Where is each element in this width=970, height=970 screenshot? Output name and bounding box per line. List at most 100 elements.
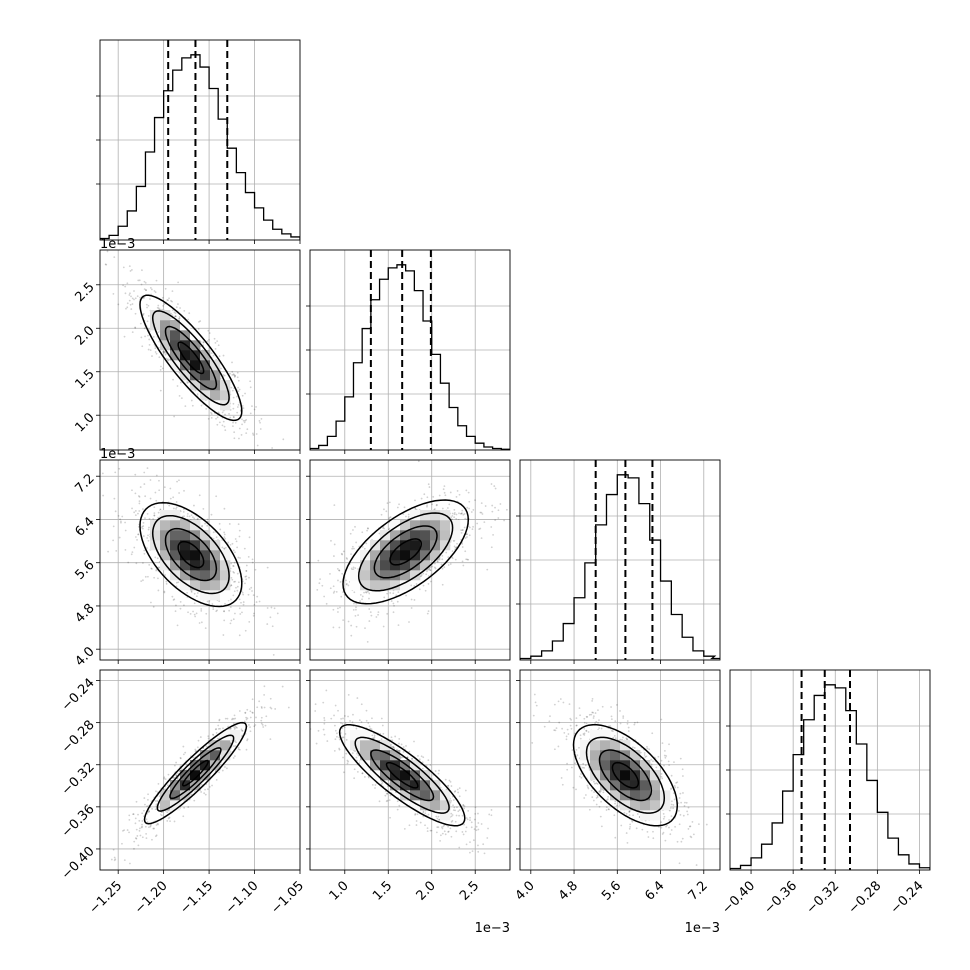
scatter-point — [462, 804, 465, 807]
scatter-point — [234, 717, 237, 720]
density-bin — [210, 760, 221, 771]
scatter-point — [201, 524, 204, 527]
scatter-point — [134, 327, 137, 329]
scatter-point — [349, 720, 351, 722]
scatter-point — [183, 310, 186, 312]
scatter-point — [263, 694, 266, 696]
scatter-point — [159, 369, 162, 371]
scatter-point — [183, 604, 185, 607]
scatter-point — [227, 725, 230, 728]
histogram-bin — [606, 495, 617, 660]
density-bin — [210, 740, 221, 751]
histogram-bin — [218, 119, 227, 240]
density-bin — [410, 560, 421, 571]
scatter-point — [113, 497, 116, 500]
scatter-point — [449, 780, 452, 783]
scatter-point — [434, 508, 436, 510]
scatter-point — [458, 809, 461, 811]
scatter-point — [215, 610, 218, 613]
panel-frame — [99, 39, 301, 241]
scatter-point — [381, 724, 384, 727]
scatter-point — [117, 514, 120, 517]
scatter-point — [386, 799, 389, 802]
scatter-point — [460, 512, 463, 515]
scatter-point — [463, 526, 466, 529]
density-bin — [420, 530, 431, 541]
scatter-point — [146, 805, 149, 808]
scatter-point — [241, 418, 243, 421]
density-bin — [390, 750, 401, 761]
scatter-point — [222, 420, 225, 423]
scatter-point — [316, 589, 319, 591]
scatter-point — [238, 598, 241, 601]
y-tick-label: −0.32 — [59, 760, 98, 799]
density-bin — [190, 370, 201, 381]
density — [310, 689, 493, 855]
scatter-point — [393, 746, 395, 749]
scatter-point — [465, 817, 468, 819]
scatter-point — [426, 504, 428, 507]
scatter-point — [361, 546, 364, 548]
scatter-point — [450, 812, 453, 815]
scatter-point — [420, 497, 423, 500]
scatter-point — [236, 371, 239, 374]
scatter-point — [491, 504, 494, 507]
histogram — [520, 474, 720, 660]
scatter-point — [266, 607, 269, 609]
scatter-point — [154, 800, 157, 802]
scatter-point — [184, 751, 187, 754]
scatter-point — [120, 520, 122, 523]
scatter-point — [233, 437, 236, 440]
scatter-point — [172, 776, 175, 779]
scatter-point — [172, 496, 175, 499]
scatter-point — [490, 546, 493, 549]
density-bin — [200, 590, 211, 601]
scatter-point — [356, 770, 359, 773]
scatter-point — [223, 619, 226, 622]
scatter-point — [406, 756, 409, 759]
scatter-point — [408, 621, 410, 623]
scatter-point — [235, 586, 237, 589]
scatter-point — [172, 777, 175, 780]
x-tick-label: −1.20 — [132, 878, 171, 917]
scatter-point — [234, 725, 237, 728]
scatter-point — [477, 844, 479, 847]
density-bin — [400, 530, 411, 541]
scatter-point — [368, 597, 370, 600]
scatter-point — [276, 612, 279, 615]
histogram-bin — [617, 475, 628, 660]
scatter-point — [336, 735, 338, 738]
density-bin — [420, 540, 431, 551]
scatter-point — [429, 764, 432, 766]
scatter-point — [244, 392, 246, 395]
scatter-point — [162, 350, 165, 353]
scatter-point — [238, 529, 241, 532]
scatter-point — [422, 572, 425, 575]
scatter-point — [341, 572, 344, 575]
scatter-point — [171, 314, 174, 317]
density-bin — [170, 540, 181, 551]
density-bin — [410, 770, 421, 781]
density-bin — [390, 570, 401, 581]
scatter-point — [157, 806, 160, 809]
scatter-point — [133, 511, 136, 514]
scatter-point — [147, 315, 150, 317]
scatter-point — [93, 537, 95, 539]
scatter-point — [159, 508, 162, 511]
scatter-point — [162, 304, 165, 307]
scatter-point — [242, 603, 245, 606]
scatter-point — [422, 584, 425, 587]
scatter-point — [238, 748, 241, 751]
density-bin — [170, 510, 181, 521]
scatter-point — [399, 756, 402, 758]
scatter-point — [140, 826, 143, 829]
scatter-point — [458, 787, 461, 789]
scatter-point — [139, 834, 142, 837]
density-bin — [190, 560, 201, 571]
scatter-point — [441, 826, 443, 829]
scatter-point — [163, 303, 166, 305]
scatter-point — [145, 832, 148, 835]
scatter-point — [347, 584, 350, 587]
scatter-point — [155, 834, 158, 837]
scatter-point — [148, 338, 151, 341]
